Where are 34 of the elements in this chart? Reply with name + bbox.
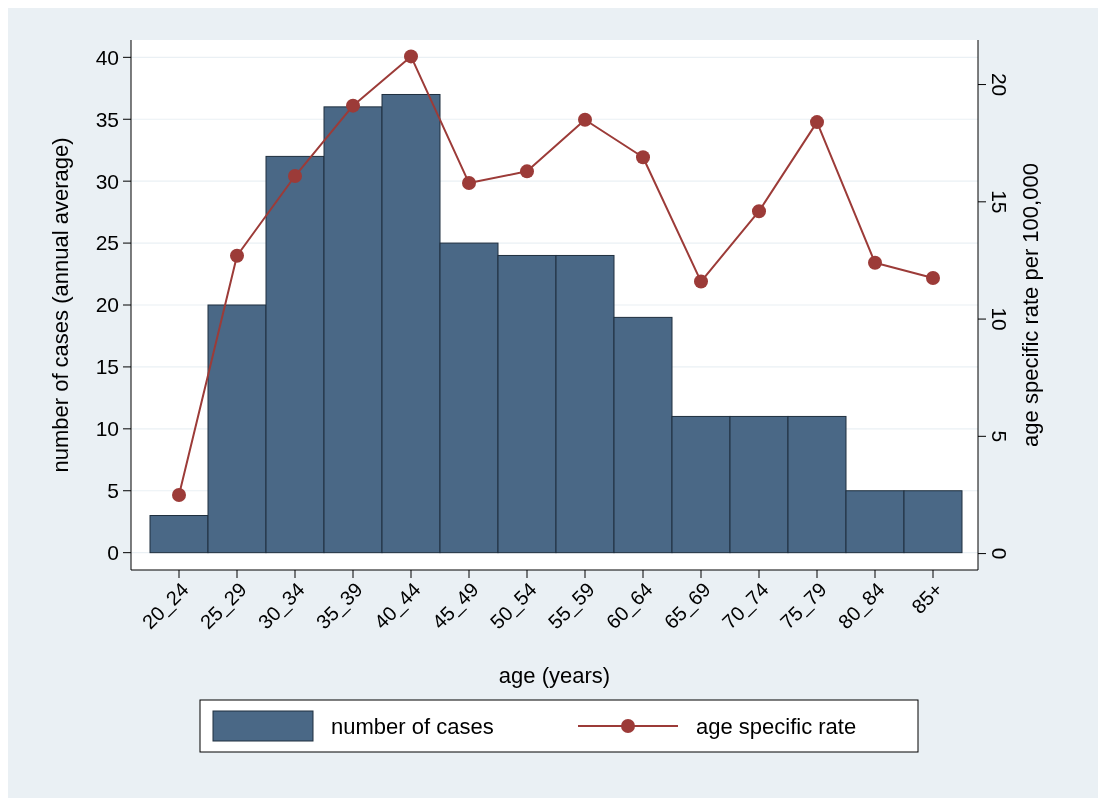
point <box>404 49 418 64</box>
y2-tick-label: 15 <box>988 190 1011 214</box>
legend-label: number of cases <box>331 713 494 739</box>
point <box>810 115 824 130</box>
legend-label: age specific rate <box>696 713 857 739</box>
point <box>172 487 186 502</box>
y2-tick-label: 20 <box>988 72 1011 97</box>
y-tick-label: 10 <box>95 417 119 441</box>
y-tick-label: 5 <box>107 479 119 503</box>
point <box>578 112 592 127</box>
point <box>694 274 708 289</box>
point <box>636 150 650 165</box>
y-tick-label: 35 <box>95 107 119 131</box>
y-tick-label: 0 <box>107 541 119 565</box>
y-tick-label: 15 <box>95 355 119 379</box>
x-axis-title: age (years) <box>498 663 611 688</box>
x-tick-label: 85+ <box>907 578 947 618</box>
y-tick-label: 40 <box>95 45 119 69</box>
y-tick-label: 25 <box>95 231 119 255</box>
y2-tick-label: 0 <box>988 547 1011 560</box>
point <box>520 164 534 179</box>
point <box>926 271 940 286</box>
point <box>230 248 244 263</box>
point <box>346 98 360 113</box>
y2-tick-label: 10 <box>988 307 1011 331</box>
y2-axis-title: age specific rate per 100,000 <box>1018 163 1043 447</box>
y-tick-label: 30 <box>95 169 119 193</box>
point <box>752 204 766 219</box>
y2-tick-label: 5 <box>988 430 1011 443</box>
point <box>868 255 882 270</box>
y-tick-label: 20 <box>95 293 119 317</box>
point <box>288 169 302 184</box>
y-axis-title: number of cases (annual average) <box>48 137 73 473</box>
point <box>462 176 476 191</box>
